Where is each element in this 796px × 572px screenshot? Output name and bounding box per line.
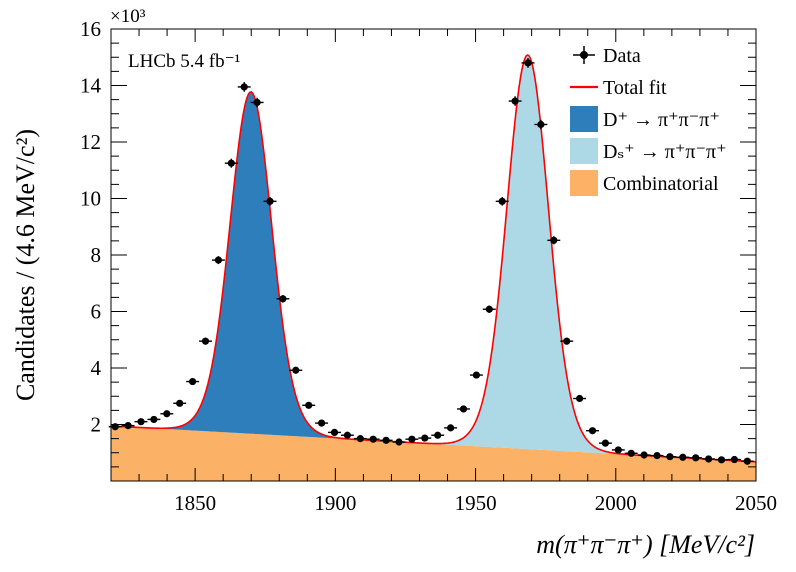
data-point: [482, 305, 496, 313]
data-point: [495, 197, 509, 206]
data-point: [444, 424, 458, 432]
total-fit-line: [110, 54, 757, 463]
data-point: [727, 455, 741, 464]
data-point: [740, 457, 754, 465]
x-tick-label: 2050: [735, 491, 777, 515]
data-point: [173, 399, 187, 407]
y-tick-label: 2: [91, 413, 102, 437]
data-point: [598, 439, 612, 447]
data-point: [560, 337, 574, 345]
data-point: [611, 446, 625, 454]
data-point: [211, 256, 225, 265]
y-tick-label: 16: [80, 17, 101, 41]
data-point: [134, 418, 148, 426]
legend-label: Combinatorial: [603, 173, 719, 195]
legend-entry: Dₛ⁺ → π⁺π⁻π⁺: [570, 138, 727, 164]
x-tick-label: 1950: [455, 491, 497, 515]
legend-label: Data: [603, 45, 641, 67]
data-point: [315, 419, 329, 427]
data-point: [289, 366, 303, 374]
x-axis-title: m(π⁺π⁻π⁺) [MeV/c²]: [536, 530, 755, 559]
data-point: [340, 431, 354, 439]
y-tick-label: 4: [91, 356, 102, 380]
x-axis-ticks: 1850 1900 1950 2000 2050: [110, 29, 777, 515]
data-point: [586, 427, 599, 435]
data-point: [469, 371, 483, 379]
data-point: [353, 435, 367, 443]
y-tick-label: 10: [80, 187, 101, 211]
y-axis-title: Candidates / (4.6 MeV/c²): [11, 129, 40, 401]
data-point: [547, 236, 561, 245]
component-fills: [111, 55, 756, 481]
data-point: [689, 454, 703, 462]
data-point: [418, 434, 432, 442]
data-point: [650, 451, 664, 460]
data-point: [715, 456, 728, 464]
data-point: [534, 119, 548, 130]
data-point: [392, 438, 406, 446]
y-tick-label: 8: [91, 243, 102, 267]
data-point: [186, 377, 200, 386]
data-point: [663, 453, 677, 461]
legend-label: D⁺ → π⁺π⁻π⁺: [603, 109, 720, 131]
legend-label: Total fit: [603, 77, 667, 99]
data-point: [431, 431, 445, 439]
legend-label: Dₛ⁺ → π⁺π⁻π⁺: [603, 141, 727, 163]
legend-entry: Combinatorial: [570, 170, 719, 196]
data-point: [624, 449, 638, 457]
data-point: [366, 435, 380, 443]
y-tick-label: 14: [80, 74, 102, 98]
data-point: [328, 428, 341, 437]
data-point: [237, 82, 251, 92]
data-point: [263, 197, 277, 206]
lhcb-label: LHCb 5.4 fb⁻¹: [128, 51, 241, 72]
data-point: [676, 453, 690, 461]
data-point: [160, 410, 174, 418]
data-point: [302, 401, 316, 409]
data-point: [702, 455, 716, 463]
data-point: [276, 295, 290, 303]
y-axis-multiplier: ×10³: [110, 6, 146, 27]
data-point: [405, 435, 419, 443]
y-axis-ticks: 2 4 6 8 10 12 14 16: [80, 17, 756, 468]
data-point: [121, 422, 135, 430]
data-points: [108, 57, 754, 465]
legend-entry: D⁺ → π⁺π⁻π⁺: [570, 106, 720, 132]
data-point: [224, 158, 238, 168]
data-point: [508, 96, 522, 106]
data-point: [250, 97, 264, 108]
data-point: [637, 451, 651, 459]
data-point: [147, 415, 161, 424]
legend-entry: Data: [573, 45, 641, 67]
data-point: [521, 57, 535, 68]
data-point: [379, 436, 393, 444]
d-plus-fill: [111, 91, 756, 462]
data-point: [199, 337, 212, 345]
x-tick-label: 1900: [314, 491, 356, 515]
legend: Data Total fit D⁺ → π⁺π⁻π⁺ Dₛ⁺ → π⁺π⁻π⁺ Comb…: [570, 45, 727, 196]
legend-entry: Total fit: [570, 77, 667, 99]
combinatorial-fill: [111, 425, 756, 481]
data-point: [573, 394, 587, 403]
y-tick-label: 6: [91, 300, 102, 324]
data-point: [457, 405, 470, 413]
x-tick-label: 1850: [174, 491, 216, 515]
y-tick-label: 12: [80, 130, 101, 154]
x-tick-label: 2000: [595, 491, 637, 515]
